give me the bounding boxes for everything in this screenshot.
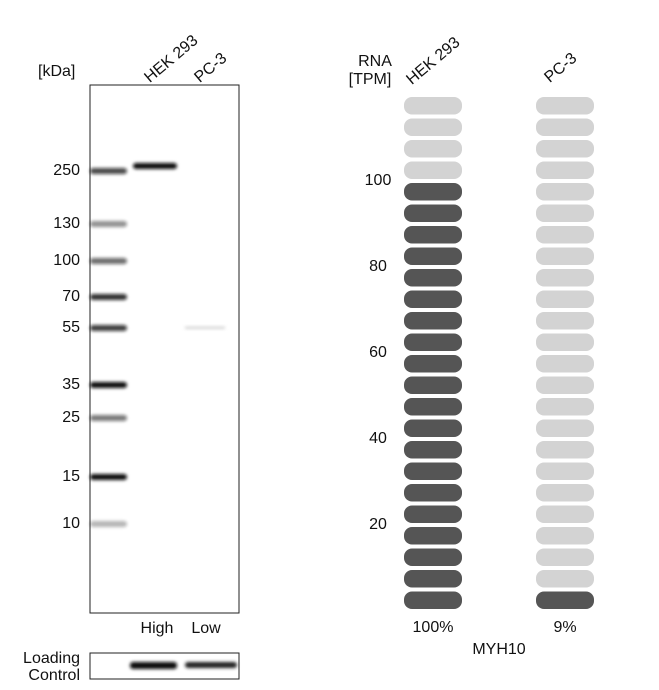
empty-segment	[536, 441, 594, 459]
y-tick-label: 60	[369, 344, 387, 361]
bar-segment	[404, 204, 462, 222]
ladder-band	[90, 221, 127, 227]
y-tick-label: 80	[369, 258, 387, 275]
marker-label: 55	[62, 319, 80, 336]
ladder-band	[90, 294, 127, 300]
marker-label: 10	[62, 515, 80, 532]
empty-segment	[536, 97, 594, 115]
empty-segment	[404, 140, 462, 158]
sample-label: PC-3	[541, 50, 580, 87]
marker-label: 70	[62, 288, 80, 305]
empty-segment	[536, 484, 594, 502]
bar-segment	[404, 269, 462, 287]
empty-segment	[404, 161, 462, 179]
bar-segment	[404, 333, 462, 351]
ladder-band	[90, 415, 127, 421]
y-tick-label: 100	[365, 172, 392, 189]
empty-segment	[536, 505, 594, 523]
bar-segment	[404, 591, 462, 609]
ladder-band	[90, 325, 127, 331]
empty-segment	[404, 97, 462, 115]
bar-segment	[404, 570, 462, 588]
empty-segment	[536, 183, 594, 201]
bar-segment	[404, 527, 462, 545]
y-tick-label: 20	[369, 516, 387, 533]
lane-label: PC-3	[191, 50, 230, 87]
bar-segment	[404, 312, 462, 330]
loading-label: Loading	[23, 650, 80, 667]
bar-segment	[404, 183, 462, 201]
band	[133, 163, 177, 169]
loading-label: Control	[28, 667, 80, 684]
empty-segment	[536, 312, 594, 330]
empty-segment	[536, 398, 594, 416]
loading-band	[130, 662, 177, 669]
loading-band	[185, 662, 237, 668]
empty-segment	[536, 419, 594, 437]
empty-segment	[536, 204, 594, 222]
empty-segment	[404, 118, 462, 136]
empty-segment	[536, 548, 594, 566]
value-label: 9%	[553, 619, 576, 636]
bar-segment	[404, 376, 462, 394]
bar-segment	[404, 398, 462, 416]
bar-segment	[404, 226, 462, 244]
gene-label: MYH10	[472, 641, 525, 658]
bar-segment	[404, 441, 462, 459]
empty-segment	[536, 161, 594, 179]
ladder	[90, 168, 127, 527]
faint-band	[185, 327, 225, 329]
level-label: High	[141, 620, 174, 637]
ladder-band	[90, 521, 127, 527]
ladder-band	[90, 474, 127, 480]
empty-segment	[536, 118, 594, 136]
bar-segment	[404, 247, 462, 265]
marker-label: 25	[62, 409, 80, 426]
empty-segment	[536, 527, 594, 545]
empty-segment	[536, 247, 594, 265]
empty-segment	[536, 462, 594, 480]
bar-segment	[404, 505, 462, 523]
bar-segment	[404, 484, 462, 502]
y-tick-label: 40	[369, 430, 387, 447]
empty-segment	[536, 355, 594, 373]
bar-segment	[404, 548, 462, 566]
bar-segment	[536, 591, 594, 609]
bar-segment	[404, 419, 462, 437]
value-label: 100%	[413, 619, 454, 636]
level-label: Low	[191, 620, 221, 637]
bar-segment	[404, 290, 462, 308]
ladder-band	[90, 168, 127, 174]
empty-segment	[536, 226, 594, 244]
empty-segment	[536, 570, 594, 588]
marker-label: 100	[53, 252, 80, 269]
marker-label: 15	[62, 468, 80, 485]
bar-segment	[404, 462, 462, 480]
lane-label: HEK 293	[141, 32, 201, 86]
empty-segment	[536, 376, 594, 394]
rna-chart: 20 40 60 80 100 100% 9%	[365, 97, 594, 636]
marker-label: 130	[53, 215, 80, 232]
bar-segment	[404, 355, 462, 373]
axis-label: RNA	[358, 53, 392, 70]
empty-segment	[536, 290, 594, 308]
empty-segment	[536, 269, 594, 287]
empty-segment	[536, 333, 594, 351]
axis-label: [TPM]	[349, 71, 392, 88]
ladder-band	[90, 258, 127, 264]
marker-label: 250	[53, 162, 80, 179]
unit-label: [kDa]	[38, 63, 75, 80]
empty-segment	[536, 140, 594, 158]
marker-label: 35	[62, 376, 80, 393]
ladder-band	[90, 382, 127, 388]
sample-label: HEK 293	[403, 34, 463, 88]
